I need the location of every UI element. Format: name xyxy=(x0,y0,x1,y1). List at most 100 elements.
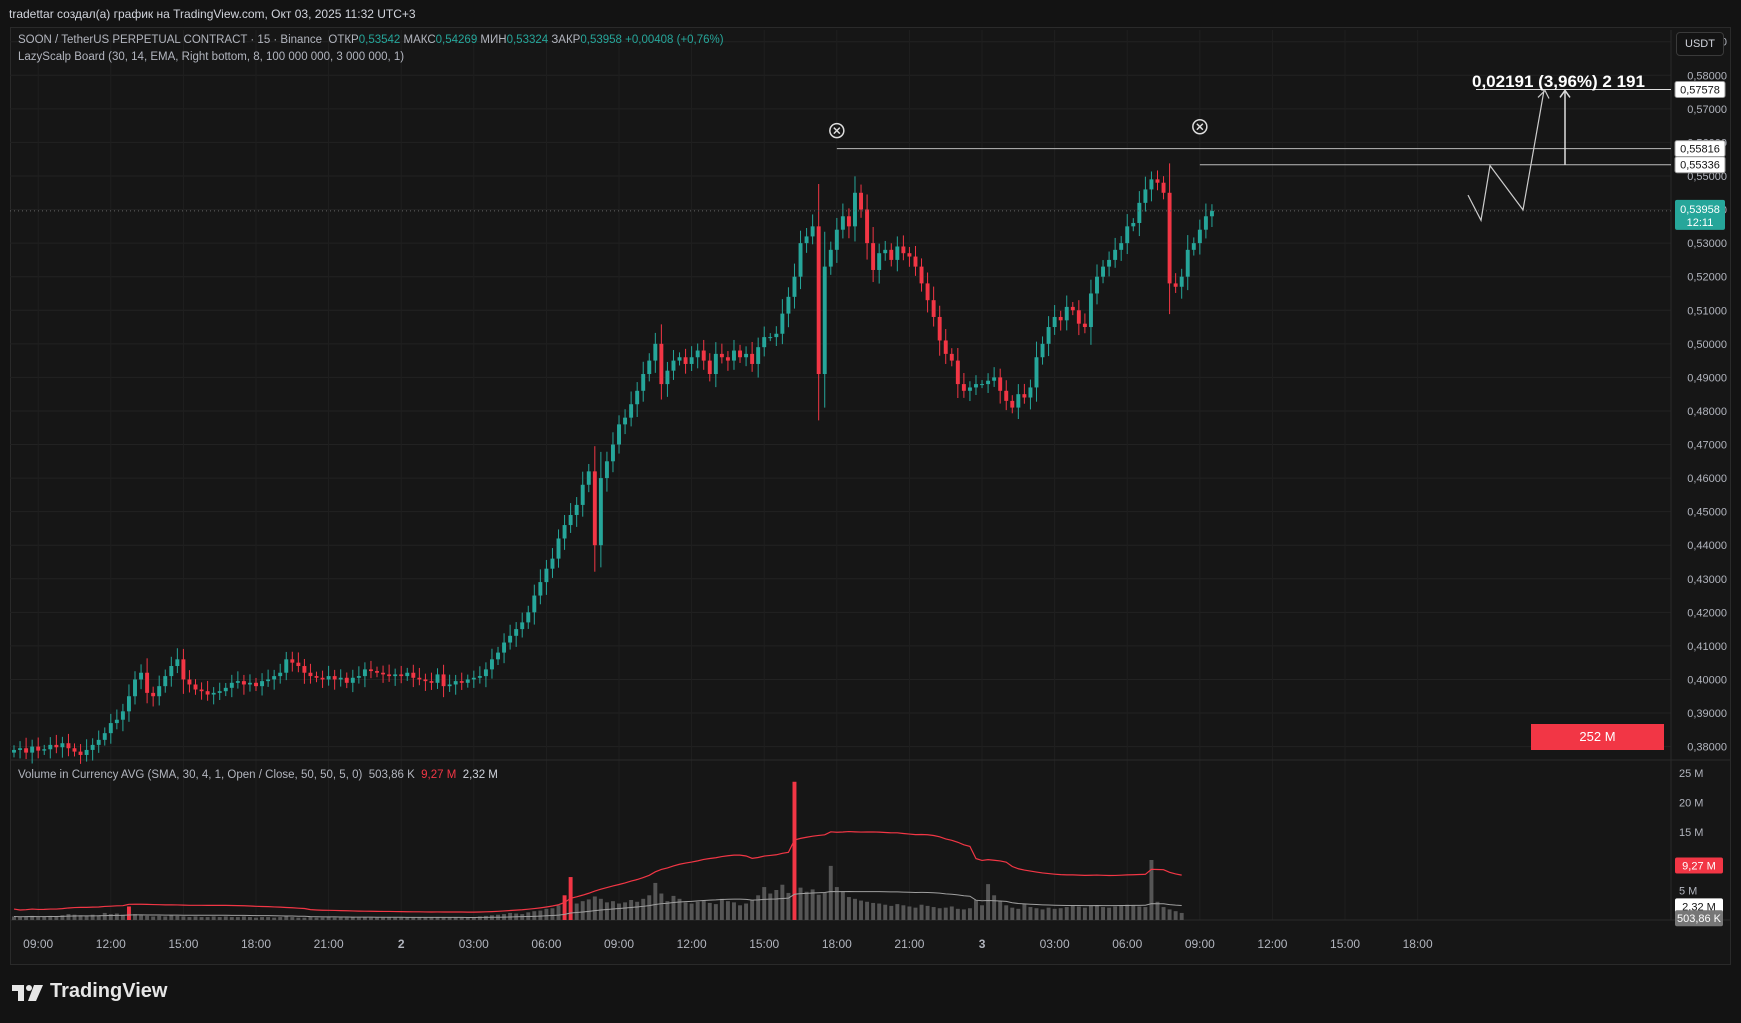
tradingview-brand[interactable]: TradingView xyxy=(12,980,167,1003)
volume-legend[interactable]: Volume in Currency AVG (SMA, 30, 4, 1, O… xyxy=(18,769,498,781)
candle-body xyxy=(804,236,809,244)
volume-bar xyxy=(665,901,670,920)
time-axis-label: 21:00 xyxy=(894,937,924,951)
candle-body xyxy=(1058,316,1063,321)
volume-bar xyxy=(66,914,71,920)
candle-body xyxy=(502,642,507,653)
candle-body xyxy=(701,350,706,361)
price-axis-label: 0,40000 xyxy=(1687,674,1727,686)
low-value: 0,53324 xyxy=(506,34,549,46)
candle-body xyxy=(453,681,458,685)
candle-body xyxy=(689,357,694,364)
indicator-legend[interactable]: LazyScalp Board (30, 14, EMA, Right bott… xyxy=(18,51,404,63)
symbol-name[interactable]: SOON / TetherUS PERPETUAL CONTRACT · 15 … xyxy=(18,34,322,46)
volume-bar xyxy=(738,905,742,920)
candle-body xyxy=(254,682,258,687)
candle-body xyxy=(1028,387,1033,398)
candle-body xyxy=(381,672,386,675)
volume-bar xyxy=(350,917,355,920)
candle-body xyxy=(1143,189,1148,203)
volume-bar xyxy=(1119,905,1124,920)
candle-body xyxy=(719,353,724,358)
candle-body xyxy=(532,595,537,613)
volume-bar xyxy=(126,906,131,920)
candle-body xyxy=(375,671,379,673)
candle-body xyxy=(514,629,519,636)
last-price-tag-bg xyxy=(1675,199,1725,230)
time-axis-label: 09:00 xyxy=(604,937,634,951)
volume-bar xyxy=(853,898,857,920)
candle-body xyxy=(393,674,398,677)
price-axis-label: 0,55000 xyxy=(1687,171,1727,183)
candle-body xyxy=(980,384,984,386)
volume-bar xyxy=(998,901,1003,920)
candle-body xyxy=(247,682,252,685)
volume-bar xyxy=(1010,907,1015,920)
candle-body xyxy=(1016,394,1021,408)
candle-body xyxy=(308,672,313,677)
candle-body xyxy=(750,353,755,364)
volume-bar xyxy=(683,902,688,920)
volume-bar xyxy=(1058,908,1063,920)
candle-body xyxy=(677,357,682,361)
candle-body xyxy=(320,677,325,680)
volume-bar xyxy=(871,902,876,920)
candle-body xyxy=(871,243,876,270)
volume-bar xyxy=(883,904,888,920)
volume-bar xyxy=(477,916,482,920)
volume-bar xyxy=(756,895,761,920)
volume-indicator-name[interactable]: Volume in Currency AVG (SMA, 30, 4, 1, O… xyxy=(18,769,363,781)
volume-bar xyxy=(1082,907,1087,920)
volume-bar xyxy=(895,904,900,920)
candle-body xyxy=(145,672,150,693)
candle-body xyxy=(840,216,845,230)
indicator-name[interactable]: LazyScalp Board (30, 14, EMA, Right bott… xyxy=(18,51,405,63)
candle-body xyxy=(399,674,404,677)
candle-body xyxy=(780,313,785,334)
volume-bar xyxy=(1113,906,1118,920)
candle-body xyxy=(647,360,652,375)
tradingview-brand-name: TradingView xyxy=(50,980,168,1002)
candle-body xyxy=(865,209,870,244)
candle-body xyxy=(853,192,857,227)
candle-body xyxy=(1167,192,1172,284)
candle-body xyxy=(42,749,47,751)
volume-bar xyxy=(689,903,694,920)
time-axis-label: 12:00 xyxy=(677,937,707,951)
chart-panel[interactable] xyxy=(10,27,1731,965)
candle-body xyxy=(1022,394,1027,398)
volume-bar xyxy=(235,917,240,920)
currency-button[interactable]: USDT xyxy=(1676,32,1724,56)
volume-bar xyxy=(393,917,398,920)
volume-bar xyxy=(810,889,815,920)
candle-body xyxy=(828,249,833,267)
close-label: ЗАКР xyxy=(551,34,581,46)
volume-bar xyxy=(1034,908,1039,920)
volume-bar xyxy=(1167,909,1172,920)
candle-body xyxy=(496,652,500,660)
candle-body xyxy=(12,749,16,753)
measure-arrow-head xyxy=(1559,89,1571,98)
candle-body xyxy=(332,676,337,680)
candle-body xyxy=(550,558,555,569)
volume-bar xyxy=(586,899,591,920)
volume-avg-tag-bg xyxy=(1675,857,1723,874)
candle-body xyxy=(278,672,283,677)
candle-body xyxy=(441,674,446,687)
close-circle-icon xyxy=(1192,118,1208,135)
candle-body xyxy=(574,504,579,515)
close-x-mark xyxy=(833,127,841,135)
candle-body xyxy=(48,744,53,750)
candle-body xyxy=(1034,357,1039,388)
volume-bar xyxy=(949,906,954,920)
volume-bar xyxy=(556,905,561,920)
candle-body xyxy=(1101,266,1106,277)
volume-axis-label: 15 M xyxy=(1679,827,1703,839)
high2-price-tag-bg xyxy=(1674,156,1726,174)
candle-body xyxy=(925,283,930,301)
volume-bar xyxy=(707,902,712,920)
volume-avg-tag: 9,27 M xyxy=(1682,860,1716,872)
candle-body xyxy=(611,444,615,462)
time-axis-label: 18:00 xyxy=(822,937,852,951)
